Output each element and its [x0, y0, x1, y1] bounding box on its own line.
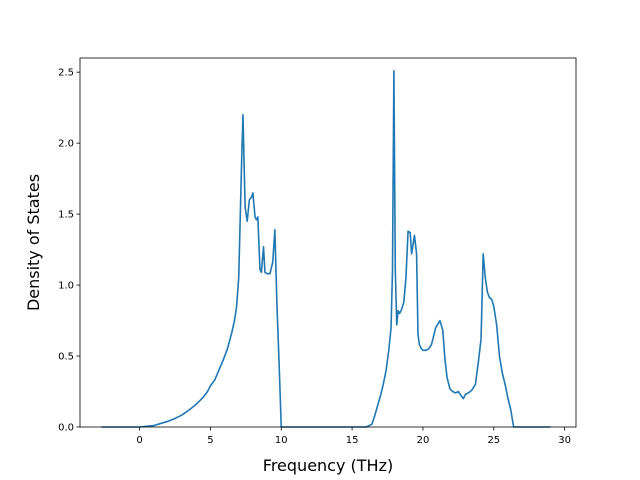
x-tick-label: 30	[558, 435, 571, 446]
y-tick-label: 1.5	[58, 210, 74, 221]
axes-frame	[79, 57, 577, 428]
y-tick-label: 1.0	[58, 281, 74, 292]
dos-series-line	[101, 69, 551, 428]
y-axis-ticks: 0.0 0.5 1.0 1.5 2.0 2.5	[58, 68, 80, 434]
x-tick-label: 20	[417, 435, 430, 446]
plot-area	[80, 58, 576, 427]
y-tick-label: 0.5	[58, 352, 74, 363]
x-tick-label: 25	[487, 435, 500, 446]
y-tick-label: 2.0	[58, 139, 74, 150]
y-tick-label: 2.5	[58, 68, 74, 79]
x-tick-label: 10	[275, 435, 288, 446]
y-axis-label: Density of States	[24, 174, 43, 311]
x-tick-label: 0	[136, 435, 142, 446]
x-tick-label: 5	[207, 435, 213, 446]
x-tick-label: 15	[346, 435, 359, 446]
x-axis-label: Frequency (THz)	[263, 456, 393, 475]
y-tick-label: 0.0	[58, 423, 74, 434]
